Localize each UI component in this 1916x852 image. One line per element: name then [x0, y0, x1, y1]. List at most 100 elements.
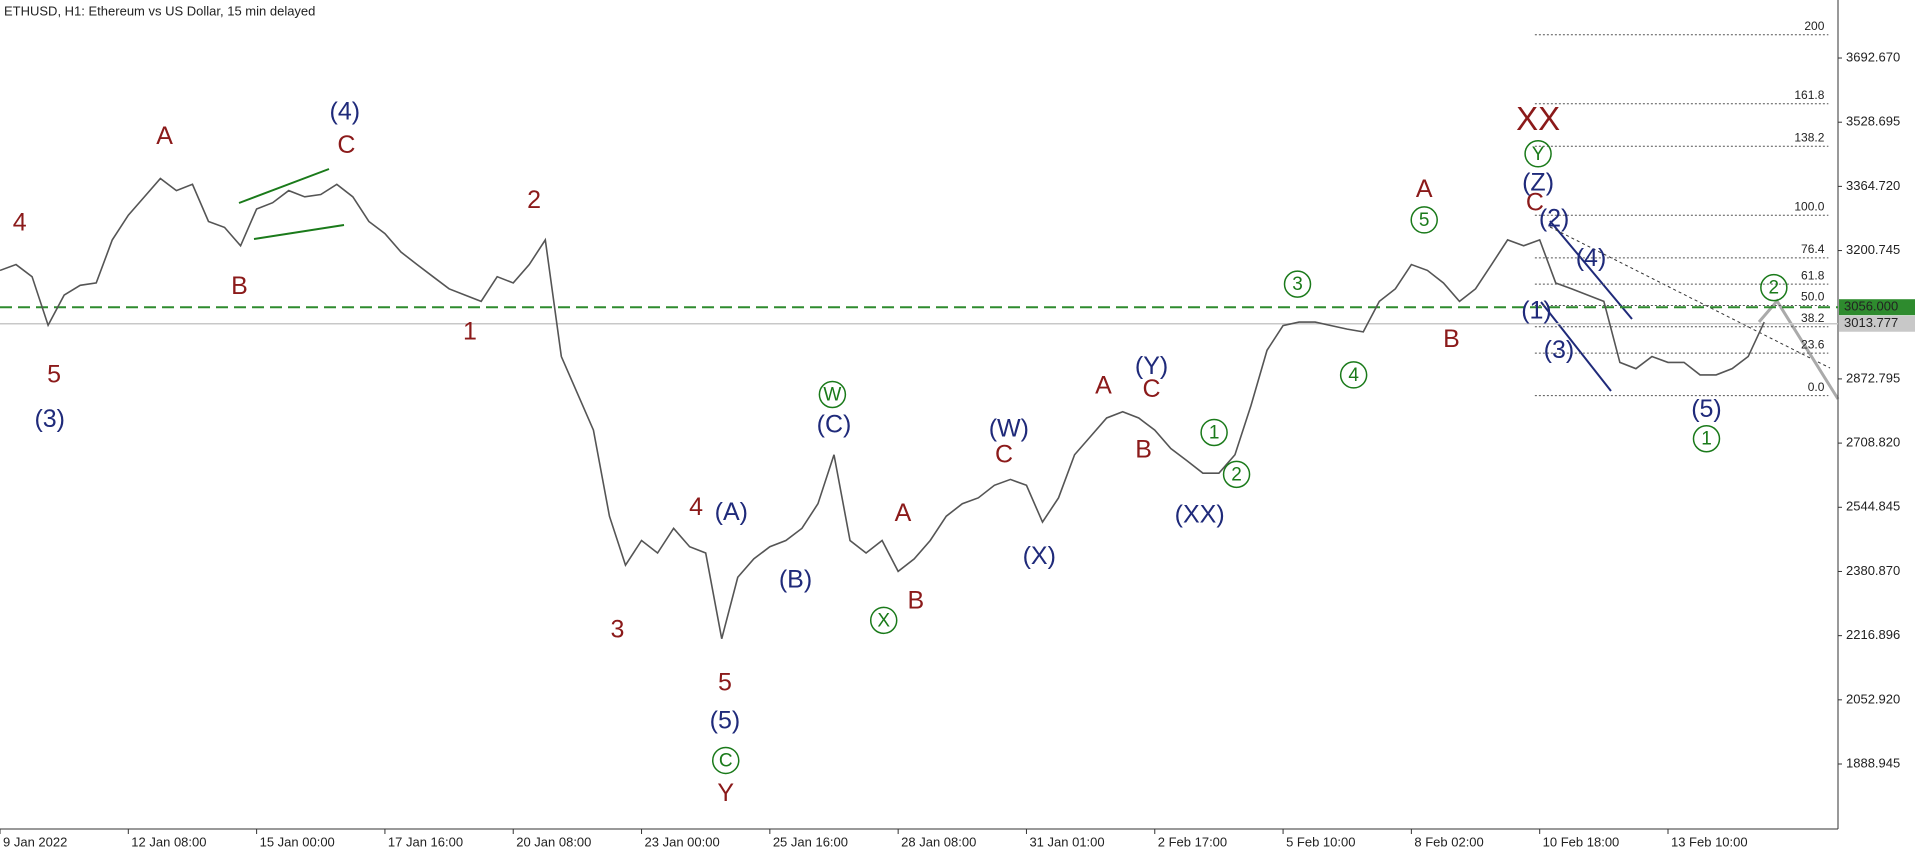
- wave-label: (B): [779, 566, 812, 594]
- x-tick-label: 17 Jan 16:00: [388, 834, 463, 849]
- price-label-box: [1839, 299, 1915, 316]
- x-tick-label: 9 Jan 2022: [3, 834, 67, 849]
- wave-label: (Z): [1522, 169, 1554, 197]
- wave-label: B: [1135, 435, 1152, 463]
- wave-label: B: [231, 272, 248, 300]
- fib-label: 161.8: [1794, 88, 1824, 102]
- wave-label: A: [895, 499, 912, 527]
- x-tick-label: 10 Feb 18:00: [1543, 834, 1620, 849]
- wave-label: 5: [47, 361, 61, 389]
- price-line: [0, 177, 1765, 639]
- wave-label: C: [337, 131, 355, 159]
- wave-label: X: [877, 610, 890, 631]
- price-label: 3013.777: [1844, 315, 1898, 330]
- y-tick-label: 3364.720: [1846, 178, 1900, 193]
- x-tick-label: 5 Feb 10:00: [1286, 834, 1355, 849]
- wave-label: C: [1526, 189, 1544, 217]
- wave-label: 1: [1209, 422, 1220, 443]
- wave-label: C: [719, 750, 733, 771]
- fib-label: 200: [1804, 19, 1824, 33]
- wave-label: (3): [1544, 336, 1575, 364]
- price-label: 3056.000: [1844, 299, 1898, 314]
- x-tick-label: 8 Feb 02:00: [1414, 834, 1483, 849]
- wave-circle: [1692, 424, 1721, 453]
- wave-label: 4: [13, 208, 27, 236]
- wave-label: (A): [715, 498, 748, 526]
- wave-circle: [1524, 140, 1552, 168]
- x-tick-label: 12 Jan 08:00: [131, 834, 206, 849]
- wave-label: Y: [717, 779, 734, 807]
- fib-label: 61.8: [1801, 268, 1825, 282]
- wave-label: (X): [1023, 542, 1056, 570]
- fib-label: 138.2: [1794, 130, 1824, 144]
- wave-label: 4: [1348, 365, 1359, 386]
- wave-label: (4): [1576, 244, 1607, 272]
- wave-label: C: [1143, 375, 1161, 403]
- wave-label: (Y): [1135, 352, 1168, 380]
- x-tick-label: 2 Feb 17:00: [1158, 834, 1227, 849]
- y-tick-label: 2052.920: [1846, 691, 1900, 706]
- wave-label: (3): [34, 405, 65, 433]
- x-tick-label: 28 Jan 08:00: [901, 834, 976, 849]
- fib-label: 0.0: [1808, 380, 1825, 394]
- wave-label: (C): [817, 411, 852, 439]
- wave-label: (1): [1521, 297, 1552, 325]
- wave-label: 5: [1419, 210, 1430, 231]
- y-tick-label: 2544.845: [1846, 499, 1900, 514]
- wave-label: 3: [1292, 274, 1303, 295]
- x-tick-label: 15 Jan 00:00: [260, 834, 335, 849]
- wave-label: C: [995, 440, 1013, 468]
- x-tick-label: 23 Jan 00:00: [645, 834, 720, 849]
- trend-line: [1549, 226, 1831, 369]
- wave-label: 2: [527, 186, 541, 214]
- wave-circle: [1283, 270, 1312, 298]
- wave-circle: [869, 606, 898, 635]
- y-tick-label: 2380.870: [1846, 563, 1900, 578]
- x-tick-label: 25 Jan 16:00: [773, 834, 848, 849]
- y-tick-label: 2216.896: [1846, 627, 1900, 642]
- x-tick-label: 13 Feb 10:00: [1671, 834, 1748, 849]
- wave-circle: [1339, 361, 1368, 389]
- wave-label: B: [907, 586, 924, 614]
- y-tick-label: 2708.820: [1846, 435, 1900, 450]
- wedge-line: [253, 224, 345, 240]
- channel-line: [1549, 220, 1633, 320]
- wave-circle: [818, 380, 847, 409]
- wave-circle: [1410, 206, 1438, 234]
- x-tick-label: 31 Jan 01:00: [1029, 834, 1104, 849]
- fib-label: 38.2: [1801, 311, 1825, 325]
- y-tick-label: 3200.745: [1846, 242, 1900, 257]
- wave-circle: [711, 746, 740, 775]
- y-tick-label: 3692.670: [1846, 49, 1900, 64]
- wave-circle: [1222, 460, 1251, 489]
- wave-label: 2: [1231, 464, 1242, 485]
- wave-label: B: [1443, 325, 1460, 353]
- wave-label: (5): [1691, 395, 1722, 423]
- wave-label: A: [156, 122, 173, 150]
- fib-label: 50.0: [1801, 290, 1825, 304]
- wave-label: (4): [330, 98, 361, 126]
- wave-label: (2): [1539, 204, 1570, 232]
- wave-circle: [1200, 418, 1228, 447]
- wave-label: A: [1095, 371, 1112, 399]
- y-tick-label: 1888.945: [1846, 755, 1900, 770]
- wave-circle: [1760, 273, 1788, 302]
- wave-label: 1: [463, 317, 477, 345]
- wave-label: A: [1416, 175, 1433, 203]
- wedge-line: [238, 168, 330, 204]
- price-label-box: [1839, 315, 1915, 332]
- wave-label: (XX): [1175, 500, 1225, 528]
- wave-label: 5: [718, 669, 732, 697]
- channel-line: [1540, 301, 1612, 392]
- chart-title: ETHUSD, H1: Ethereum vs US Dollar, 15 mi…: [4, 3, 315, 18]
- wave-label: XX: [1516, 100, 1560, 137]
- wave-label: 4: [689, 493, 703, 521]
- fib-label: 76.4: [1801, 242, 1825, 256]
- fib-label: 23.6: [1801, 337, 1825, 351]
- wave-label: 1: [1701, 429, 1712, 450]
- y-tick-label: 3528.695: [1846, 114, 1900, 129]
- wave-label: Y: [1532, 144, 1545, 165]
- x-tick-label: 20 Jan 08:00: [516, 834, 591, 849]
